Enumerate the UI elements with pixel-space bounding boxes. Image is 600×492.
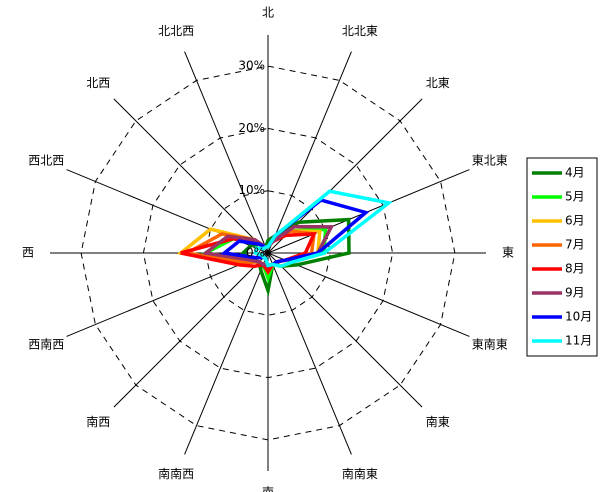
spoke	[267, 252, 352, 455]
legend-label: 9月	[565, 286, 585, 300]
spoke	[184, 252, 269, 455]
spoke	[267, 169, 470, 254]
category-label: 東南東	[472, 336, 508, 351]
legend-label: 11月	[565, 334, 592, 348]
category-label: 南南西	[158, 466, 194, 481]
series-line	[253, 189, 393, 269]
spoke	[184, 51, 269, 254]
category-label: 南南東	[342, 466, 378, 481]
legend-label: 7月	[565, 238, 585, 252]
spoke	[267, 51, 352, 254]
category-label: 北北東	[342, 24, 378, 38]
legend-label: 5月	[565, 190, 585, 204]
spoke	[267, 252, 423, 408]
series-line	[240, 217, 351, 298]
y-tick-label: 10%	[238, 183, 265, 197]
legend-label: 4月	[565, 166, 585, 180]
series-layer	[176, 189, 393, 298]
spoke	[113, 98, 269, 254]
legend-box	[526, 157, 598, 357]
grid-ring	[205, 190, 331, 316]
category-label: 北	[262, 6, 274, 20]
category-label: 北北西	[158, 24, 194, 38]
category-label: 南西	[86, 414, 110, 429]
y-tick-label: 20%	[238, 121, 265, 135]
category-label: 南東	[426, 414, 450, 429]
y-tick-label: 30%	[238, 59, 265, 73]
category-label: 西北西	[28, 154, 64, 168]
category-label: 西	[22, 246, 34, 260]
spoke	[66, 252, 269, 337]
spoke	[113, 252, 269, 408]
legend-label: 8月	[565, 262, 585, 276]
category-label: 北東	[426, 76, 450, 90]
category-label: 東	[502, 246, 514, 260]
legend-label: 6月	[565, 214, 585, 228]
legend-label: 10月	[565, 310, 592, 324]
category-label: 西南西	[28, 336, 64, 351]
category-label: 南	[262, 485, 274, 492]
category-label: 北西	[86, 76, 110, 90]
y-tick-label: 0%	[246, 246, 265, 260]
spoke	[267, 252, 470, 337]
category-label: 東北東	[472, 154, 508, 168]
